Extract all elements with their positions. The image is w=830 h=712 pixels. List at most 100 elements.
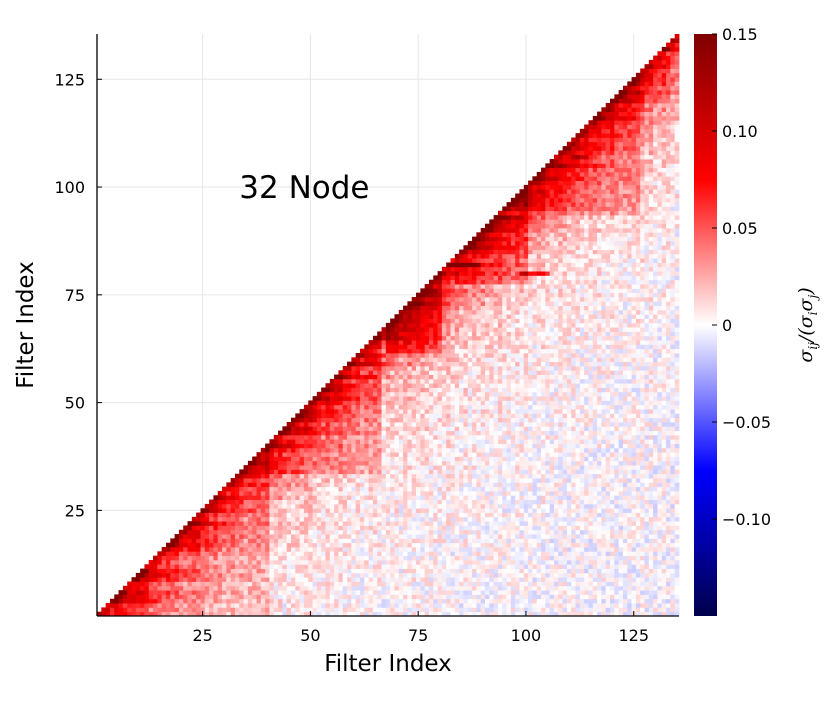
- heatmap-cell: [420, 568, 426, 574]
- heatmap-cell: [226, 577, 232, 582]
- heatmap-cell: [355, 607, 361, 613]
- heatmap-cell: [416, 555, 421, 561]
- heatmap-cell: [515, 564, 520, 569]
- heatmap-cell: [480, 534, 486, 539]
- heatmap-cell: [381, 495, 387, 500]
- heatmap-cell: [467, 568, 473, 574]
- heatmap-cell: [428, 559, 434, 565]
- heatmap-cell: [476, 577, 482, 582]
- heatmap-cell: [278, 447, 283, 453]
- heatmap-cell: [411, 590, 417, 595]
- heatmap-cell: [485, 240, 490, 246]
- heatmap-cell: [308, 559, 313, 565]
- heatmap-cell: [308, 503, 313, 509]
- heatmap-cell: [269, 495, 275, 500]
- heatmap-cell: [243, 603, 249, 608]
- heatmap-cell: [433, 555, 438, 561]
- heatmap-cell: [200, 555, 206, 561]
- heatmap-cell: [178, 564, 184, 569]
- heatmap-cell: [467, 262, 473, 268]
- heatmap-cell: [342, 422, 348, 427]
- heatmap-cell: [485, 434, 490, 440]
- heatmap-cell: [437, 547, 443, 552]
- heatmap-cell: [506, 391, 512, 397]
- heatmap-cell: [243, 465, 249, 470]
- heatmap-cell: [325, 499, 331, 505]
- heatmap-cell: [260, 525, 266, 531]
- heatmap-cell: [334, 499, 339, 505]
- heatmap-cell: [485, 309, 490, 315]
- heatmap-cell: [519, 348, 525, 354]
- heatmap-cell: [446, 266, 451, 272]
- heatmap-cell: [441, 301, 447, 306]
- heatmap-cell: [256, 478, 262, 483]
- heatmap-cell: [459, 581, 464, 587]
- heatmap-cell: [489, 434, 495, 440]
- heatmap-cell: [144, 590, 150, 595]
- heatmap-cell: [485, 249, 490, 255]
- heatmap-cell: [502, 340, 507, 345]
- heatmap-cell: [416, 353, 421, 358]
- heatmap-cell: [247, 564, 253, 569]
- heatmap-cell: [437, 439, 443, 444]
- heatmap-cell: [252, 547, 257, 552]
- heatmap-cell: [420, 353, 426, 358]
- heatmap-cell: [286, 603, 292, 608]
- heatmap-cell: [187, 590, 193, 595]
- heatmap-cell: [515, 284, 520, 289]
- heatmap-cell: [217, 521, 223, 526]
- heatmap-cell: [428, 422, 434, 427]
- heatmap-cell: [407, 559, 413, 565]
- heatmap-cell: [355, 590, 361, 595]
- heatmap-cell: [234, 525, 240, 531]
- heatmap-cell: [338, 387, 344, 393]
- heatmap-cell: [243, 478, 249, 483]
- heatmap-cell: [459, 460, 464, 466]
- heatmap-cell: [441, 348, 447, 354]
- heatmap-cell: [480, 236, 486, 242]
- heatmap-cell: [351, 555, 357, 561]
- heatmap-cell: [480, 396, 486, 401]
- heatmap-cell: [308, 417, 313, 423]
- heatmap-cell: [459, 516, 464, 522]
- heatmap-cell: [493, 452, 499, 457]
- heatmap-cell: [441, 353, 447, 358]
- heatmap-cell: [364, 581, 369, 587]
- heatmap-cell: [372, 348, 378, 354]
- heatmap-cell: [463, 538, 469, 544]
- heatmap-cell: [450, 490, 456, 496]
- heatmap-cell: [308, 460, 313, 466]
- heatmap-cell: [226, 495, 232, 500]
- heatmap-cell: [428, 331, 434, 337]
- heatmap-cell: [265, 590, 270, 595]
- heatmap-cell: [381, 538, 387, 544]
- heatmap-cell: [282, 460, 288, 466]
- heatmap-cell: [450, 512, 456, 518]
- heatmap-cell: [489, 223, 495, 229]
- heatmap-cell: [459, 314, 464, 319]
- heatmap-cell: [338, 409, 344, 414]
- heatmap-cell: [437, 275, 443, 281]
- heatmap-cell: [485, 525, 490, 531]
- heatmap-cell: [433, 396, 438, 401]
- heatmap-cell: [398, 577, 404, 582]
- heatmap-cell: [178, 611, 184, 617]
- heatmap-cell: [510, 559, 516, 565]
- heatmap-cell: [359, 590, 365, 595]
- heatmap-cell: [303, 594, 309, 600]
- heatmap-cell: [497, 486, 503, 492]
- heatmap-cell: [463, 559, 469, 565]
- heatmap-cell: [191, 538, 197, 544]
- heatmap-cell: [493, 585, 499, 591]
- heatmap-cell: [510, 564, 516, 569]
- heatmap-cell: [196, 585, 201, 591]
- heatmap-cell: [385, 525, 391, 531]
- heatmap-cell: [497, 370, 503, 375]
- heatmap-cell: [411, 387, 417, 393]
- heatmap-cell: [446, 296, 451, 302]
- heatmap-cell: [441, 529, 447, 535]
- heatmap-cell: [472, 426, 477, 432]
- heatmap-cell: [217, 512, 223, 518]
- heatmap-cell: [437, 542, 443, 548]
- heatmap-cell: [497, 228, 503, 233]
